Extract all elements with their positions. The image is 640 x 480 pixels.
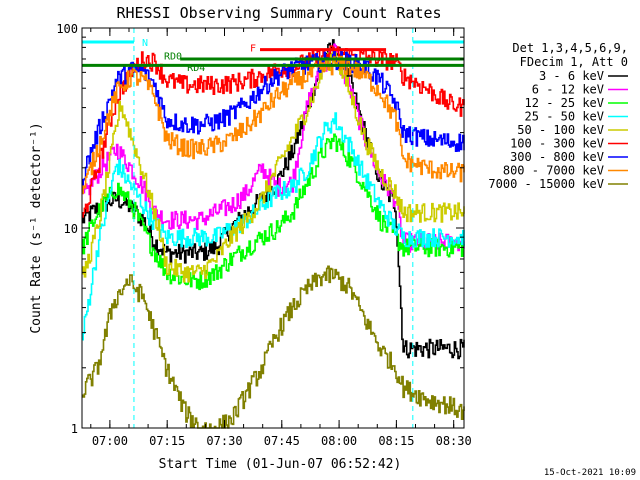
annotation-layer: N RD0 RD4 F xyxy=(82,28,465,428)
legend-entry-label: 7000 - 15000 keV xyxy=(488,177,604,191)
series-3-6-kev-line xyxy=(82,39,465,360)
x-tick-label: 07:45 xyxy=(264,434,300,448)
legend-entry-label: 800 - 7000 keV xyxy=(503,164,604,178)
night-label: N xyxy=(142,38,148,49)
x-tick-label: 08:15 xyxy=(378,434,414,448)
series-7000-15000-kev-line xyxy=(82,265,465,429)
legend-header-line-2: FDecim 1, Att 0 xyxy=(520,55,628,69)
x-axis-label: Start Time (01-Jun-07 06:52:42) xyxy=(159,457,402,472)
rd0-label: RD0 xyxy=(164,51,182,62)
legend-entry-label: 300 - 800 keV xyxy=(510,150,604,164)
x-tick-label: 07:30 xyxy=(206,434,242,448)
series-50-100-kev-line xyxy=(82,51,465,283)
series-layer xyxy=(82,39,465,429)
y-tick-label: 100 xyxy=(56,22,78,36)
y-axis-label: Count Rate (s⁻¹ detector⁻¹) xyxy=(29,122,44,333)
x-tick-label: 08:30 xyxy=(436,434,472,448)
legend-entry-label: 25 - 50 keV xyxy=(525,110,604,124)
legend-entry-label: 3 - 6 keV xyxy=(539,69,604,83)
legend-header-line-1: Det 1,3,4,5,6,9, xyxy=(512,41,628,55)
x-tick-label: 07:00 xyxy=(92,434,128,448)
rd4-label: RD4 xyxy=(187,63,205,74)
series-800-7000-kev-line xyxy=(82,55,465,195)
x-tick-label: 07:15 xyxy=(149,434,185,448)
legend-entry-label: 100 - 300 keV xyxy=(510,137,604,151)
series-12-25-kev-line xyxy=(82,133,465,291)
x-tick-label: 08:00 xyxy=(321,434,357,448)
legend: Det 1,3,4,5,6,9, FDecim 1, Att 0 3 - 6 k… xyxy=(488,41,628,191)
y-tick-label: 1 xyxy=(71,422,78,436)
legend-entry-label: 12 - 25 keV xyxy=(525,96,604,110)
chart-title: RHESSI Observing Summary Count Rates xyxy=(116,4,441,22)
y-tick-label: 10 xyxy=(64,222,78,236)
legend-entry-label: 6 - 12 keV xyxy=(532,83,604,97)
flare-label: F xyxy=(250,44,256,55)
legend-entry-label: 50 - 100 keV xyxy=(517,123,604,137)
series-6-12-kev-line xyxy=(82,43,465,253)
generation-timestamp: 15-Oct-2021 10:09 xyxy=(544,468,636,478)
axis-ticks: 07:00 07:15 07:30 07:45 08:00 08:15 08:30 1 10 10… xyxy=(56,22,471,448)
series-25-50-kev-line xyxy=(82,112,465,341)
plot-frame xyxy=(81,27,465,429)
